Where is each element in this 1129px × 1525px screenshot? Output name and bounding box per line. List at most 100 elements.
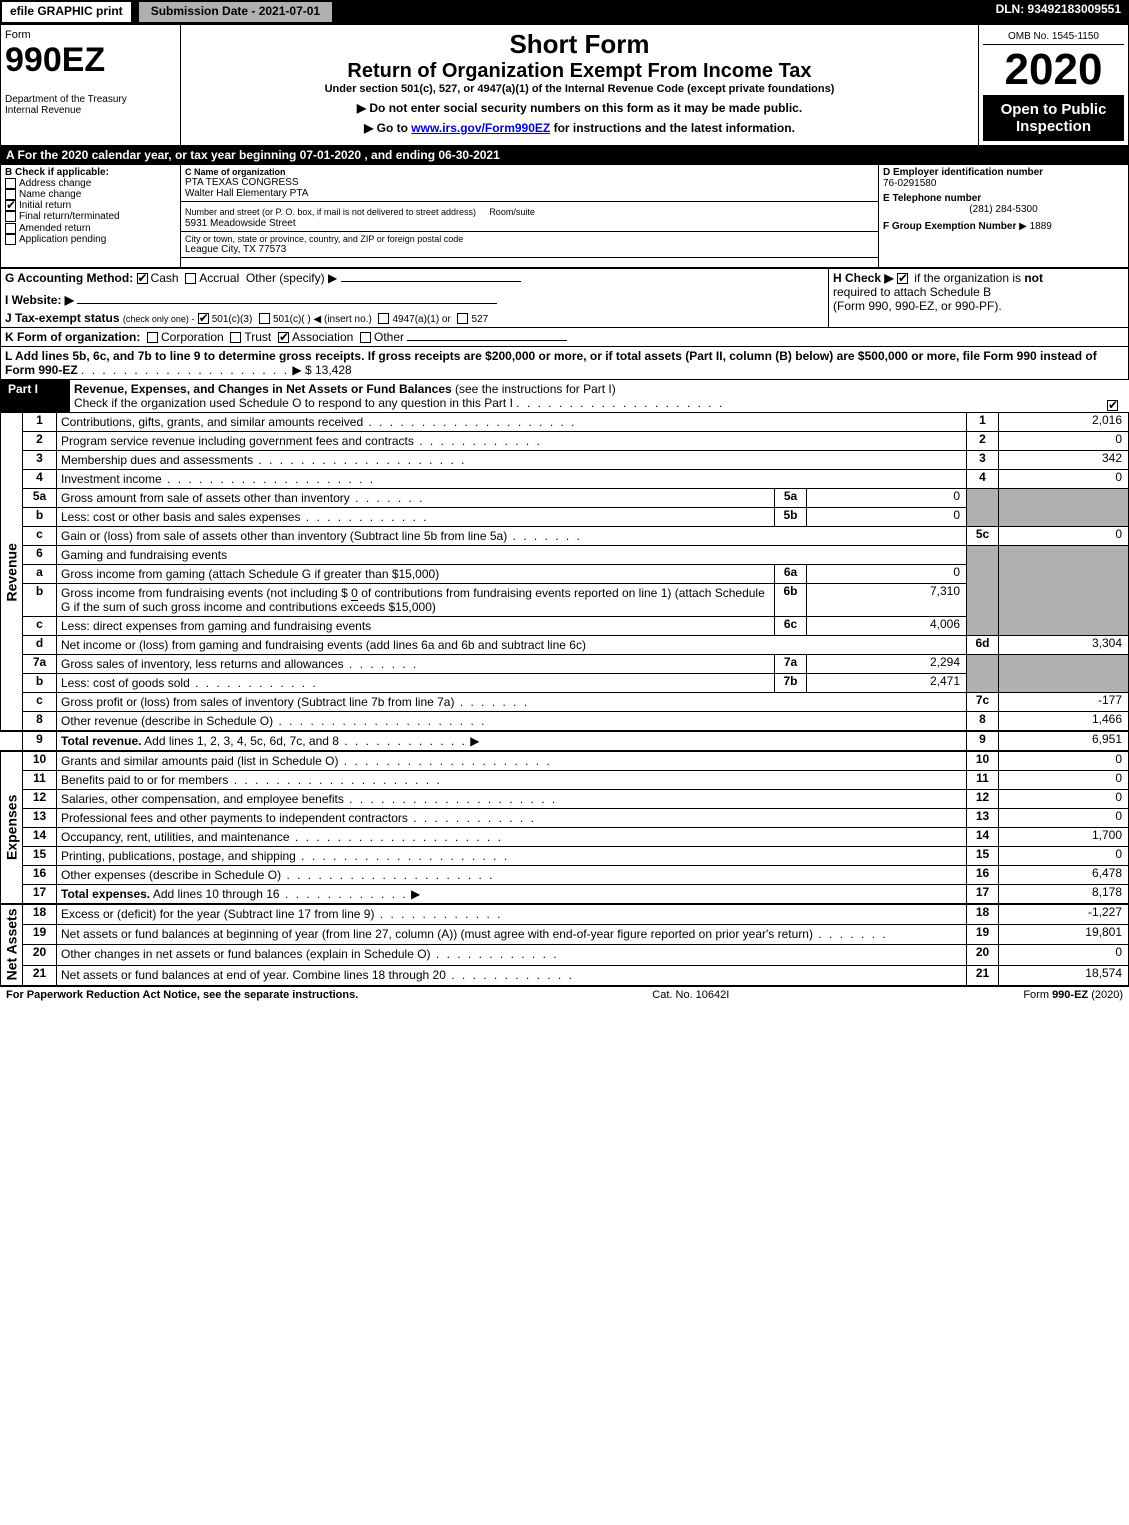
- footer-right-pre: Form: [1023, 989, 1052, 1001]
- website-input[interactable]: [77, 303, 497, 304]
- line-i-website: I Website: ▶: [5, 293, 74, 307]
- opt-assoc: Association: [292, 330, 353, 344]
- t-2: Program service revenue including govern…: [61, 434, 414, 448]
- part-i-header: Part I Revenue, Expenses, and Changes in…: [0, 380, 1129, 412]
- t-6c: Less: direct expenses from gaming and fu…: [57, 617, 775, 636]
- ln-7a: 7a: [23, 655, 57, 674]
- t-7b: Less: cost of goods sold: [61, 676, 190, 690]
- box-e-label: E Telephone number: [883, 193, 1124, 204]
- ln-15: 15: [23, 847, 57, 866]
- other-org-input[interactable]: [407, 340, 567, 341]
- v-16: 6,478: [999, 866, 1129, 885]
- chk-corp[interactable]: [147, 332, 158, 343]
- c-9: 9: [967, 731, 999, 751]
- opt-address-change: Address change: [19, 178, 91, 189]
- ln-14: 14: [23, 828, 57, 847]
- chk-amended-return[interactable]: [5, 223, 16, 234]
- v-15: 0: [999, 847, 1129, 866]
- ln-6a: a: [23, 565, 57, 584]
- ic-6a: 6a: [775, 565, 807, 584]
- v-10: 0: [999, 751, 1129, 771]
- phone-value: (281) 284-5300: [883, 204, 1124, 215]
- financial-table: Revenue 1 Contributions, gifts, grants, …: [0, 412, 1129, 986]
- chk-trust[interactable]: [230, 332, 241, 343]
- efile-print-label[interactable]: efile GRAPHIC print: [0, 0, 133, 24]
- t-18: Excess or (deficit) for the year (Subtra…: [61, 907, 374, 921]
- ln-5b: b: [23, 508, 57, 527]
- c-12: 12: [967, 790, 999, 809]
- t-21: Net assets or fund balances at end of ye…: [61, 968, 446, 982]
- irs-label: Internal Revenue: [5, 105, 176, 116]
- header-table: Form 990EZ Department of the Treasury In…: [0, 24, 1129, 146]
- opt-4947a1: 4947(a)(1) or: [392, 314, 450, 325]
- goto-pre: ▶ Go to: [364, 121, 411, 135]
- v-2: 0: [999, 432, 1129, 451]
- t-20: Other changes in net assets or fund bala…: [61, 947, 431, 961]
- t-1: Contributions, gifts, grants, and simila…: [61, 415, 363, 429]
- side-net-assets: Net Assets: [1, 904, 23, 985]
- chk-cash[interactable]: [137, 273, 148, 284]
- ln-6d: d: [23, 636, 57, 655]
- chk-527[interactable]: [457, 313, 468, 324]
- tax-year: 2020: [983, 45, 1124, 95]
- v-9: 6,951: [999, 731, 1129, 751]
- irs-link[interactable]: www.irs.gov/Form990EZ: [411, 121, 550, 135]
- iv-7b: 2,471: [807, 674, 967, 693]
- c-14: 14: [967, 828, 999, 847]
- ln-19: 19: [23, 925, 57, 945]
- v-14: 1,700: [999, 828, 1129, 847]
- v-18: -1,227: [999, 904, 1129, 925]
- form-word: Form: [5, 29, 176, 41]
- addr-label: Number and street (or P. O. box, if mail…: [185, 207, 476, 217]
- chk-schedule-b[interactable]: [897, 273, 908, 284]
- c-13: 13: [967, 809, 999, 828]
- t-5c: Gain or (loss) from sale of assets other…: [61, 529, 507, 543]
- iv-7a: 2,294: [807, 655, 967, 674]
- entity-block: B Check if applicable: Address change Na…: [0, 164, 1129, 268]
- v-21: 18,574: [999, 965, 1129, 985]
- c-7c: 7c: [967, 693, 999, 712]
- ln-2: 2: [23, 432, 57, 451]
- t-3: Membership dues and assessments: [61, 453, 253, 467]
- line-l-arrow: ▶ $: [292, 363, 311, 377]
- chk-501c3[interactable]: [198, 313, 209, 324]
- iv-6a: 0: [807, 565, 967, 584]
- chk-501c[interactable]: [259, 313, 270, 324]
- ln-3: 3: [23, 451, 57, 470]
- ln-13: 13: [23, 809, 57, 828]
- c-17: 17: [967, 885, 999, 905]
- t-4: Investment income: [61, 472, 162, 486]
- side-expenses: Expenses: [1, 751, 23, 904]
- opt-501c3: 501(c)(3): [212, 314, 253, 325]
- c-6d: 6d: [967, 636, 999, 655]
- chk-initial-return[interactable]: [5, 200, 16, 211]
- iv-5b: 0: [807, 508, 967, 527]
- ic-7b: 7b: [775, 674, 807, 693]
- chk-final-return[interactable]: [5, 211, 16, 222]
- box-c-label: C Name of organization: [185, 167, 874, 177]
- c-20: 20: [967, 945, 999, 965]
- footer-right-post: (2020): [1088, 989, 1123, 1001]
- org-name-2: Walter Hall Elementary PTA: [185, 188, 874, 199]
- other-specify-input[interactable]: [341, 281, 521, 282]
- chk-assoc[interactable]: [278, 332, 289, 343]
- c-16: 16: [967, 866, 999, 885]
- v-8: 1,466: [999, 712, 1129, 732]
- side-revenue: Revenue: [1, 413, 23, 732]
- c-18: 18: [967, 904, 999, 925]
- chk-address-change[interactable]: [5, 178, 16, 189]
- ln-9: 9: [23, 731, 57, 751]
- chk-4947a1[interactable]: [378, 313, 389, 324]
- chk-application-pending[interactable]: [5, 234, 16, 245]
- t-6b-1: Gross income from fundraising events (no…: [61, 586, 348, 600]
- v-5c: 0: [999, 527, 1129, 546]
- city-label: City or town, state or province, country…: [185, 234, 874, 244]
- chk-part-i-schedule-o[interactable]: [1107, 400, 1118, 411]
- group-exemption-value: 1889: [1030, 221, 1052, 232]
- ln-11: 11: [23, 771, 57, 790]
- chk-other-org[interactable]: [360, 332, 371, 343]
- chk-accrual[interactable]: [185, 273, 196, 284]
- t-10: Grants and similar amounts paid (list in…: [61, 754, 338, 768]
- opt-name-change: Name change: [19, 189, 81, 200]
- ein-value: 76-0291580: [883, 178, 1124, 189]
